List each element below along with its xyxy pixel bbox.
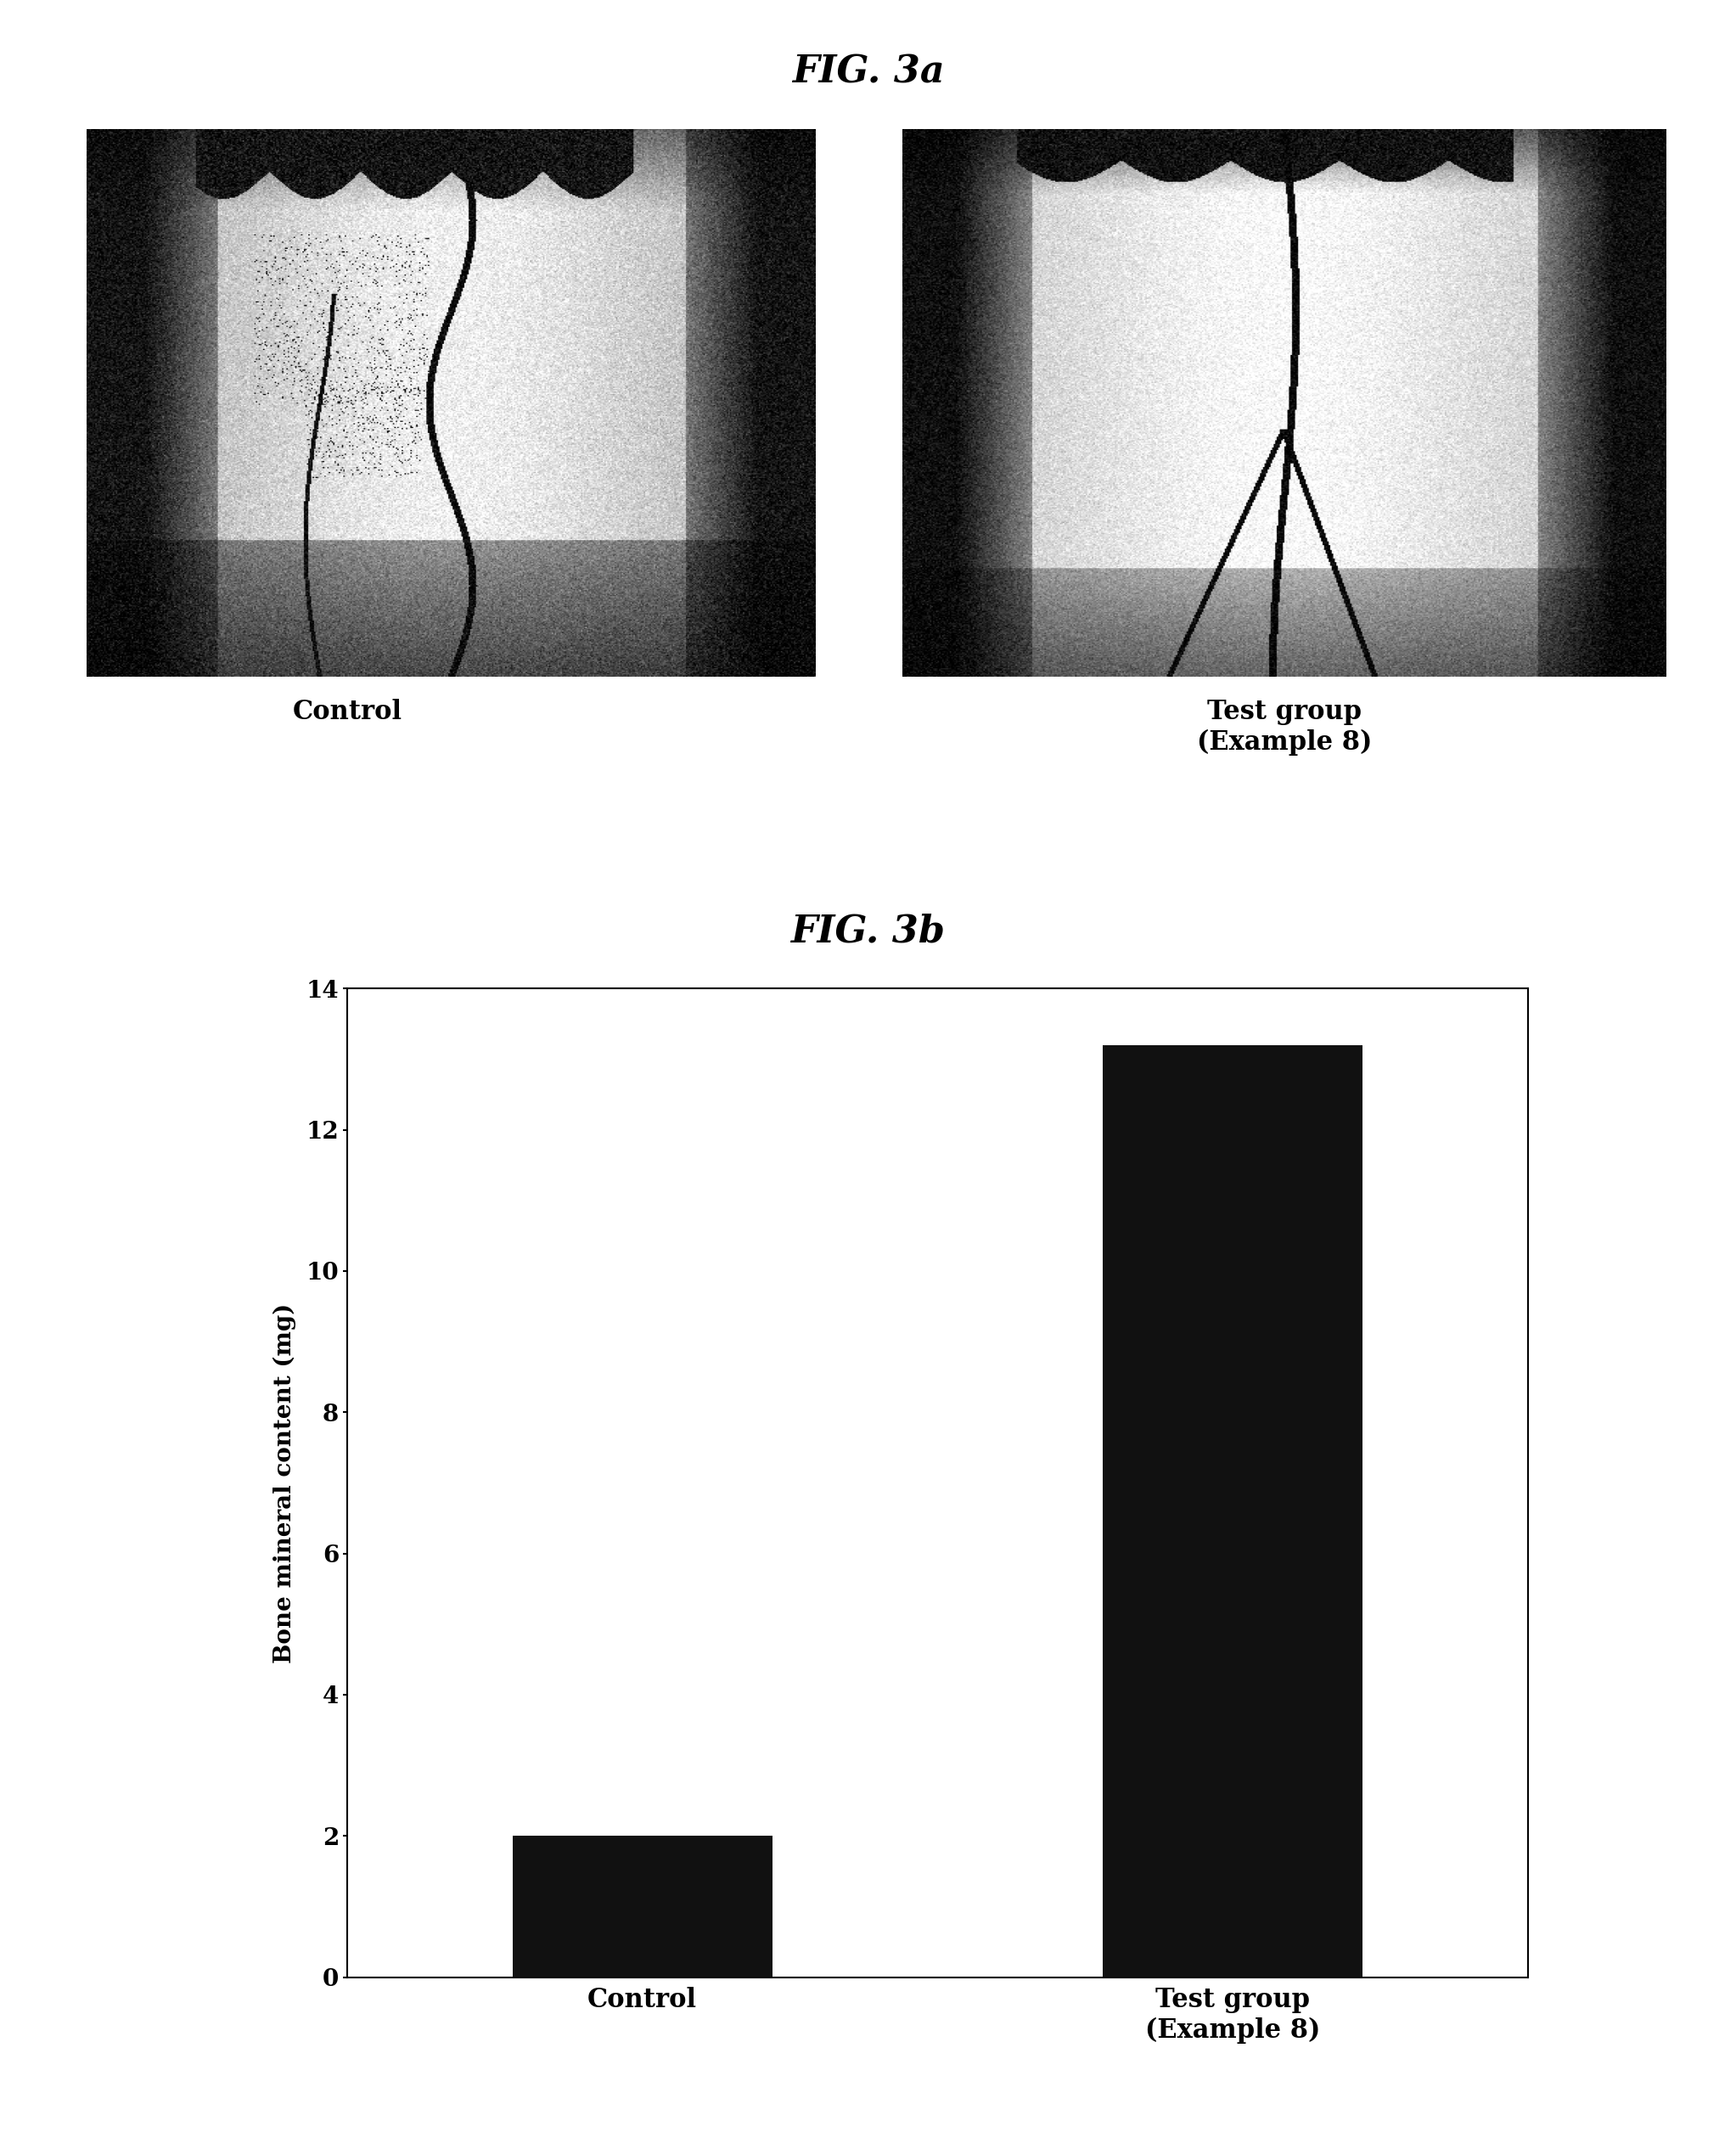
Text: FIG. 3a: FIG. 3a	[792, 54, 944, 90]
Bar	[512, 1835, 773, 1977]
Text: Test group
(Example 8): Test group (Example 8)	[1198, 698, 1371, 754]
Bar	[1102, 1044, 1363, 1977]
Text: Control: Control	[292, 698, 403, 724]
Y-axis label: Bone mineral content (mg): Bone mineral content (mg)	[273, 1302, 297, 1663]
Text: FIG. 3b: FIG. 3b	[792, 913, 944, 950]
